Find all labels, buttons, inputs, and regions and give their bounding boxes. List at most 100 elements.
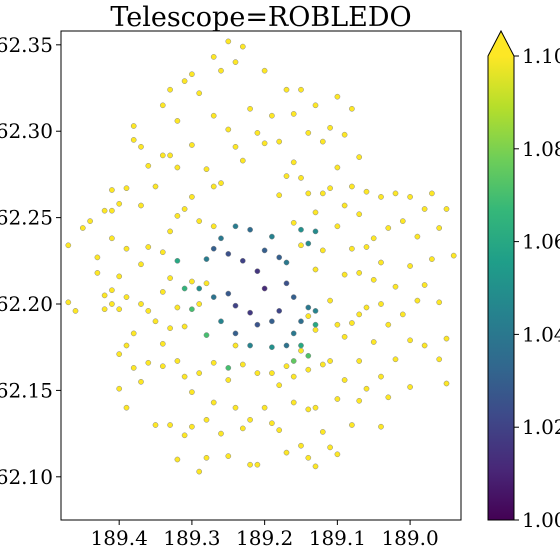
- scatter-point: [363, 188, 370, 195]
- scatter-point: [232, 342, 239, 349]
- scatter-point: [261, 67, 268, 74]
- scatter-point: [443, 335, 450, 342]
- scatter-point: [407, 194, 413, 200]
- scatter-point: [327, 444, 333, 451]
- y-tick-label: 62.25: [0, 206, 53, 230]
- y-tick-label: 62.10: [0, 465, 53, 489]
- scatter-point: [363, 244, 370, 250]
- scatter-point: [65, 299, 72, 306]
- scatter-point: [232, 330, 239, 337]
- scatter-point: [72, 308, 79, 314]
- scatter-point: [210, 183, 217, 190]
- y-tick-label: 62.15: [0, 378, 53, 402]
- scatter-point: [290, 294, 297, 300]
- scatter-point: [218, 235, 224, 242]
- scatter-point: [385, 321, 392, 328]
- scatter-point: [87, 218, 93, 224]
- scatter-point: [159, 340, 166, 347]
- scatter-point: [305, 313, 312, 319]
- scatter-point: [109, 301, 115, 307]
- scatter-point: [159, 289, 166, 295]
- scatter-point: [305, 454, 312, 461]
- scatter-point: [239, 157, 246, 164]
- scatter-point: [290, 373, 297, 380]
- scatter-point: [312, 209, 319, 216]
- scatter-point: [181, 206, 188, 212]
- scatter-point: [370, 235, 377, 242]
- scatter-point: [261, 247, 268, 254]
- scatter-point: [327, 124, 333, 131]
- scatter-point: [443, 206, 450, 212]
- scatter-point: [276, 254, 283, 261]
- scatter-point: [189, 71, 195, 78]
- scatter-point: [429, 190, 435, 197]
- scatter-point: [254, 130, 261, 136]
- scatter-point: [334, 223, 341, 230]
- scatter-point: [116, 306, 123, 313]
- scatter-point: [399, 218, 406, 224]
- scatter-point: [225, 377, 232, 383]
- scatter-point: [138, 202, 144, 209]
- scatter-point: [225, 38, 232, 45]
- scatter-point: [349, 320, 355, 326]
- scatter-point: [174, 164, 181, 171]
- scatter-point: [247, 416, 253, 423]
- scatter-point: [210, 223, 217, 230]
- scatter-point: [298, 175, 304, 181]
- scatter-point: [378, 259, 384, 266]
- scatter-point: [218, 180, 224, 186]
- scatter-point: [283, 363, 290, 370]
- scatter-point: [189, 194, 195, 200]
- scatter-point: [138, 301, 144, 307]
- scatter-point: [363, 304, 370, 311]
- scatter-point: [319, 361, 326, 368]
- scatter-point: [167, 422, 173, 428]
- scatter-point: [261, 140, 268, 147]
- scatter-point: [283, 173, 290, 179]
- scatter-point: [174, 213, 181, 219]
- scatter-point: [174, 358, 181, 364]
- scatter-point: [276, 427, 283, 433]
- scatter-point: [327, 185, 333, 192]
- x-tick-label: 189.4: [91, 526, 148, 550]
- scatter-point: [196, 468, 203, 475]
- scatter-point: [436, 356, 443, 363]
- y-tick-label: 62.30: [0, 119, 53, 143]
- scatter-point: [356, 211, 363, 218]
- scatter-point: [298, 242, 304, 249]
- scatter-points: [65, 38, 457, 475]
- scatter-point: [218, 67, 224, 74]
- scatter-point: [196, 285, 203, 292]
- scatter-point: [116, 351, 123, 357]
- scatter-point: [225, 251, 232, 257]
- scatter-point: [269, 344, 275, 351]
- scatter-point: [247, 342, 253, 349]
- scatter-point: [189, 389, 195, 395]
- scatter-point: [378, 301, 384, 307]
- x-tick-label: 189.1: [309, 526, 366, 550]
- scatter-point: [145, 162, 152, 169]
- scatter-point: [298, 347, 304, 354]
- scatter-point: [152, 183, 159, 190]
- scatter-point: [349, 105, 355, 112]
- scatter-point: [290, 219, 297, 226]
- scatter-point: [174, 456, 181, 463]
- scatter-point: [123, 185, 130, 192]
- scatter-point: [319, 247, 326, 254]
- scatter-point: [349, 245, 355, 252]
- scatter-point: [116, 273, 123, 280]
- scatter-point: [65, 242, 72, 249]
- scatter-point: [334, 164, 341, 171]
- scatter-point: [283, 259, 290, 266]
- scatter-point: [247, 226, 253, 233]
- colorbar-extend-arrow: [488, 31, 514, 56]
- scatter-point: [356, 154, 363, 160]
- scatter-point: [196, 370, 203, 376]
- scatter-point: [203, 454, 210, 461]
- scatter-point: [421, 282, 428, 288]
- scatter-point: [109, 207, 115, 214]
- colorbar-tick-label: 1.04: [522, 322, 560, 346]
- scatter-point: [225, 126, 232, 133]
- scatter-point: [159, 152, 166, 159]
